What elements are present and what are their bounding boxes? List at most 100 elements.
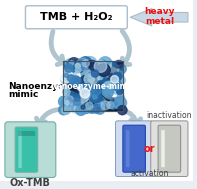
Circle shape [73, 59, 84, 70]
Circle shape [98, 76, 102, 81]
Circle shape [86, 63, 94, 71]
Circle shape [113, 87, 121, 94]
FancyBboxPatch shape [0, 0, 195, 183]
Circle shape [118, 106, 127, 115]
Circle shape [101, 101, 110, 110]
FancyBboxPatch shape [115, 121, 153, 177]
Circle shape [66, 70, 76, 79]
Circle shape [77, 84, 86, 93]
Circle shape [99, 88, 106, 94]
Circle shape [82, 88, 87, 93]
Circle shape [68, 58, 80, 69]
Circle shape [87, 90, 100, 102]
FancyBboxPatch shape [151, 121, 188, 177]
Circle shape [91, 70, 99, 77]
Circle shape [96, 104, 101, 109]
Circle shape [93, 95, 97, 99]
Circle shape [73, 98, 80, 105]
Circle shape [94, 60, 107, 72]
Circle shape [87, 107, 93, 113]
Circle shape [88, 106, 96, 113]
Circle shape [98, 73, 107, 82]
Circle shape [88, 72, 100, 84]
Circle shape [115, 93, 124, 102]
Circle shape [80, 89, 90, 98]
Circle shape [117, 88, 123, 94]
Circle shape [65, 63, 76, 73]
Circle shape [78, 89, 83, 93]
Circle shape [79, 68, 91, 80]
Circle shape [85, 71, 93, 78]
Circle shape [85, 93, 90, 98]
FancyBboxPatch shape [18, 131, 35, 136]
Circle shape [78, 85, 85, 92]
Text: heavy
metal: heavy metal [144, 7, 175, 26]
Text: or: or [144, 144, 155, 154]
Circle shape [98, 74, 103, 79]
Circle shape [114, 77, 123, 86]
Circle shape [81, 105, 85, 109]
Circle shape [82, 84, 95, 97]
Circle shape [68, 75, 75, 82]
Polygon shape [130, 9, 188, 26]
Circle shape [60, 69, 73, 82]
Circle shape [105, 85, 113, 93]
Circle shape [86, 102, 93, 109]
Circle shape [65, 91, 76, 102]
Circle shape [100, 60, 105, 65]
Circle shape [115, 60, 123, 68]
Circle shape [75, 59, 85, 69]
Circle shape [76, 105, 86, 115]
Circle shape [72, 61, 84, 73]
Circle shape [74, 63, 80, 69]
Circle shape [89, 107, 96, 113]
Circle shape [117, 65, 126, 74]
Text: inactivation: inactivation [147, 111, 192, 120]
Circle shape [82, 60, 89, 67]
Circle shape [80, 90, 87, 98]
Circle shape [73, 77, 82, 86]
Circle shape [114, 79, 118, 83]
Circle shape [60, 74, 71, 84]
Circle shape [77, 82, 88, 93]
FancyBboxPatch shape [15, 127, 38, 172]
Circle shape [114, 99, 124, 109]
Circle shape [92, 89, 96, 93]
Circle shape [80, 102, 91, 113]
Circle shape [76, 62, 87, 72]
Circle shape [89, 90, 102, 103]
Circle shape [84, 57, 97, 69]
Circle shape [98, 86, 103, 90]
Circle shape [86, 91, 93, 98]
Circle shape [59, 96, 69, 107]
Circle shape [63, 89, 70, 96]
Circle shape [70, 79, 78, 87]
Text: Nanoenzyme-: Nanoenzyme- [8, 82, 77, 91]
Circle shape [64, 73, 68, 77]
Circle shape [76, 58, 89, 71]
Circle shape [75, 64, 80, 69]
Circle shape [107, 101, 114, 109]
Circle shape [111, 80, 122, 90]
Circle shape [61, 99, 70, 107]
Circle shape [114, 97, 127, 109]
Circle shape [89, 92, 95, 99]
Circle shape [92, 104, 101, 113]
Circle shape [98, 57, 112, 70]
Circle shape [79, 103, 90, 113]
Circle shape [73, 69, 84, 79]
Circle shape [66, 65, 70, 69]
Circle shape [110, 102, 114, 106]
Text: mimic: mimic [8, 90, 38, 98]
Circle shape [88, 60, 97, 70]
Circle shape [68, 102, 77, 111]
Circle shape [74, 105, 82, 113]
Circle shape [69, 61, 74, 65]
Circle shape [94, 102, 104, 112]
Circle shape [67, 76, 73, 81]
Circle shape [108, 77, 120, 88]
Circle shape [102, 79, 107, 85]
Circle shape [97, 81, 104, 87]
Circle shape [74, 90, 79, 94]
Circle shape [84, 71, 94, 81]
